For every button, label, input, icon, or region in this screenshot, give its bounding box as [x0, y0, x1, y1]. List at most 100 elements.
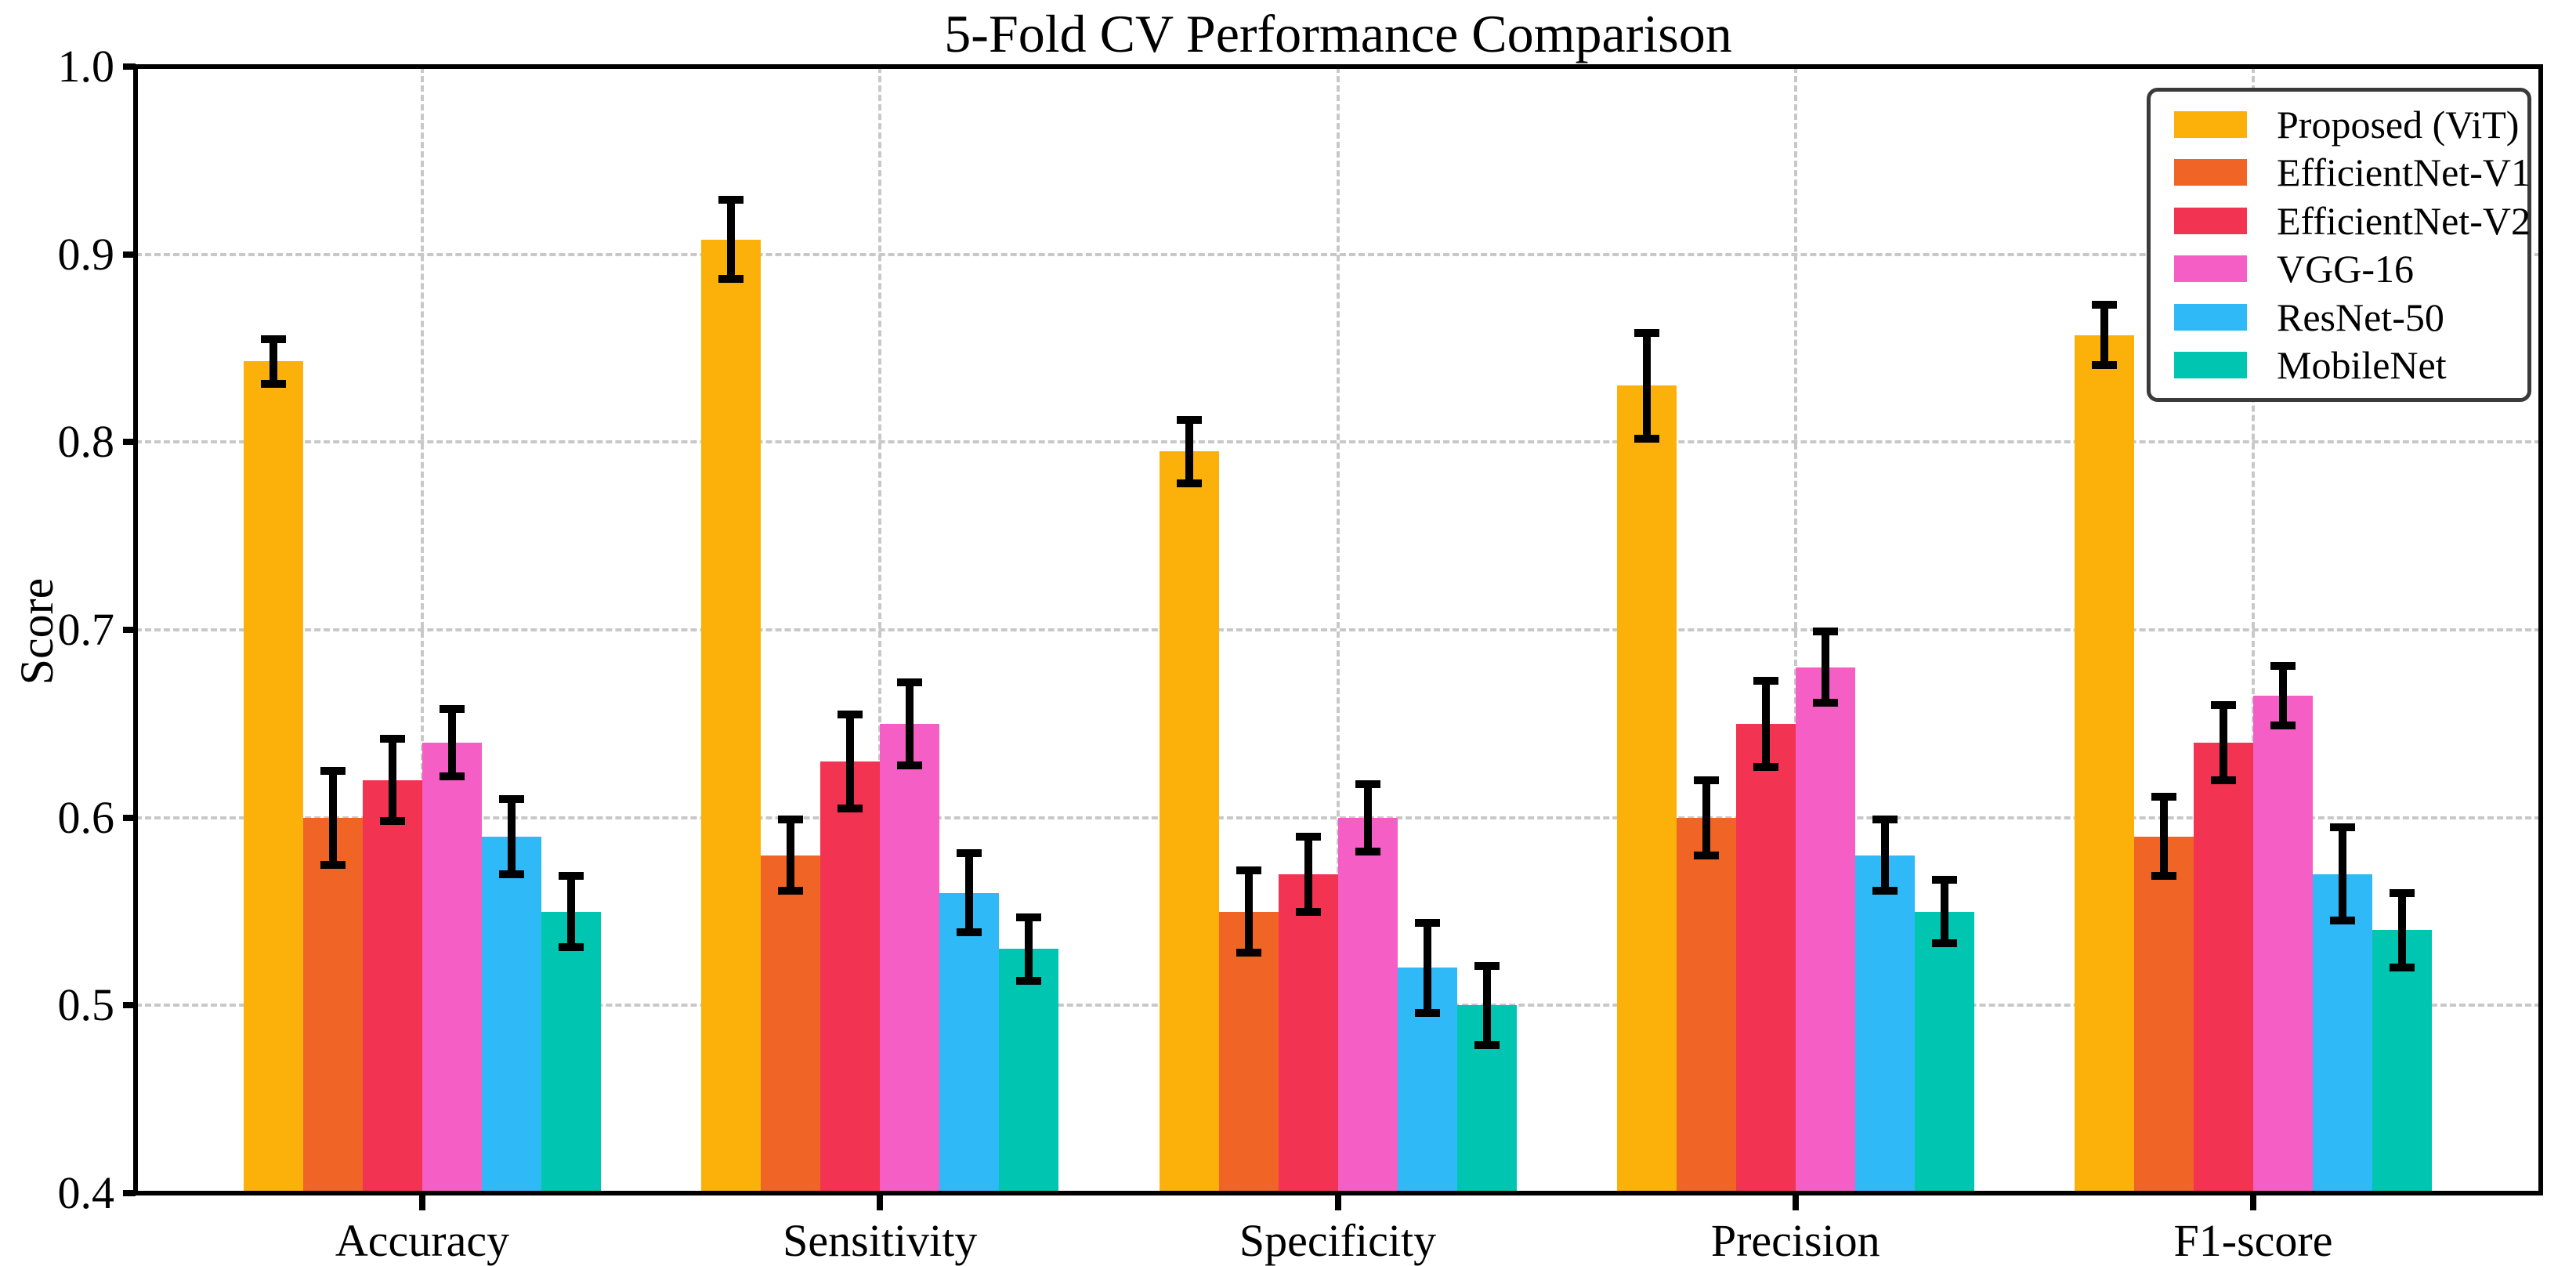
error-bar-cap [320, 860, 346, 869]
error-bar-cap [1693, 851, 1719, 859]
error-bar-cap [2092, 301, 2117, 309]
error-bar-cap [2330, 823, 2355, 831]
error-bar-cap [1634, 329, 1659, 338]
error-bar [906, 682, 914, 765]
bar-proposed-vit-precision [1616, 385, 1677, 1193]
y-axis-tick [123, 1002, 136, 1009]
x-gridline [878, 67, 882, 1193]
error-bar-cap [1355, 847, 1380, 855]
error-bar-cap [499, 794, 524, 803]
bar-proposed-vit-accuracy [244, 361, 303, 1193]
bar-efficientnet-v1-specificity [1218, 911, 1279, 1193]
legend-item-resnet-50: ResNet-50 [2174, 295, 2504, 339]
bar-efficientnet-v1-sensitivity [761, 855, 821, 1193]
error-bar [1821, 631, 1829, 704]
error-bar [508, 798, 516, 874]
error-bar-cap [1295, 832, 1321, 841]
error-bar-cap [2151, 793, 2176, 801]
error-bar [965, 853, 974, 932]
x-axis-tick [1792, 1193, 1799, 1210]
plot-area: Proposed (ViT) EfficientNet-V1 EfficientNe… [133, 64, 2543, 1195]
error-bar-cap [1236, 866, 1261, 874]
error-bar [1702, 779, 1710, 855]
bar-mobilenet-sensitivity [999, 949, 1059, 1193]
bar-efficientnet-v2-specificity [1278, 874, 1338, 1193]
error-bar-cap [957, 849, 982, 858]
x-axis-tick [1334, 1193, 1341, 1210]
legend-swatch-icon [2174, 303, 2247, 331]
y-tick-label: 0.8 [57, 416, 115, 468]
error-bar-cap [261, 380, 286, 389]
error-bar-cap [2151, 871, 2176, 880]
y-axis-tick [123, 1190, 136, 1196]
bar-efficientnet-v2-f1-score [2194, 742, 2253, 1193]
error-bar-cap [1016, 913, 1042, 921]
error-bar-cap [778, 816, 804, 824]
error-bar [2339, 827, 2346, 921]
error-bar [2100, 305, 2108, 366]
legend-swatch-icon [2174, 207, 2247, 234]
error-bar [2220, 704, 2227, 780]
y-axis-tick [123, 627, 136, 633]
bar-efficientnet-v1-f1-score [2134, 836, 2194, 1193]
error-bar-cap [1176, 479, 1202, 488]
bar-vgg-16-f1-score [2253, 695, 2313, 1193]
y-axis-tick [123, 814, 136, 821]
legend-item-proposed-vit: Proposed (ViT) [2174, 103, 2519, 146]
legend-swatch-icon [2174, 159, 2247, 186]
legend-label: Proposed (ViT) [2277, 102, 2520, 146]
error-bar-cap [2211, 776, 2236, 784]
error-bar [329, 770, 337, 865]
bar-resnet-50-accuracy [482, 836, 541, 1193]
legend-item-vgg-16: VGG-16 [2174, 247, 2504, 291]
error-bar-cap [897, 678, 923, 687]
legend-label: ResNet-50 [2277, 295, 2444, 339]
error-bar-cap [838, 710, 863, 718]
error-bar-cap [838, 804, 863, 812]
error-bar [567, 875, 575, 948]
bar-efficientnet-v2-accuracy [363, 779, 422, 1193]
error-bar-cap [2390, 964, 2415, 972]
error-bar-cap [1753, 762, 1778, 771]
x-tick-label-precision: Precision [1710, 1215, 1880, 1266]
error-bar [1363, 783, 1372, 852]
bar-efficientnet-v1-accuracy [303, 817, 363, 1193]
legend-label: EfficientNet-V1 [2277, 150, 2531, 195]
error-bar-cap [2270, 722, 2296, 730]
error-bar-cap [320, 766, 346, 775]
x-gridline [1336, 67, 1340, 1193]
legend-label: MobileNet [2277, 343, 2447, 388]
y-tick-label: 0.7 [57, 604, 115, 655]
error-bar-cap [1355, 779, 1380, 788]
bar-resnet-50-f1-score [2313, 874, 2372, 1193]
error-bar-cap [499, 870, 524, 878]
error-bar-cap [1812, 628, 1838, 636]
y-axis-tick [123, 63, 136, 70]
error-bar [1423, 922, 1431, 1013]
x-gridline [421, 67, 424, 1193]
y-tick-label: 0.9 [57, 228, 115, 280]
error-bar-cap [2211, 700, 2236, 709]
error-bar-cap [1474, 962, 1500, 970]
error-bar-cap [2270, 661, 2296, 670]
error-bar-cap [1414, 918, 1440, 927]
error-bar [2279, 665, 2287, 726]
x-tick-label-specificity: Specificity [1239, 1215, 1437, 1266]
y-axis-spine [133, 64, 138, 1195]
error-bar [846, 714, 855, 808]
x-axis-tick [877, 1193, 884, 1210]
legend-swatch-icon [2174, 352, 2247, 379]
error-bar [1185, 419, 1193, 484]
error-bar-cap [1474, 1040, 1500, 1049]
error-bar-cap [2390, 888, 2415, 897]
error-bar-cap [440, 772, 465, 780]
legend-item-mobilenet: MobileNet [2174, 343, 2504, 387]
bar-proposed-vit-specificity [1159, 451, 1219, 1193]
error-bar-cap [1812, 699, 1838, 707]
error-bar [727, 200, 736, 279]
y-tick-label: 0.4 [57, 1167, 115, 1218]
chart-title: 5-Fold CV Performance Comparison [944, 4, 1732, 63]
error-bar-cap [1634, 434, 1659, 443]
legend-label: VGG-16 [2277, 247, 2414, 291]
